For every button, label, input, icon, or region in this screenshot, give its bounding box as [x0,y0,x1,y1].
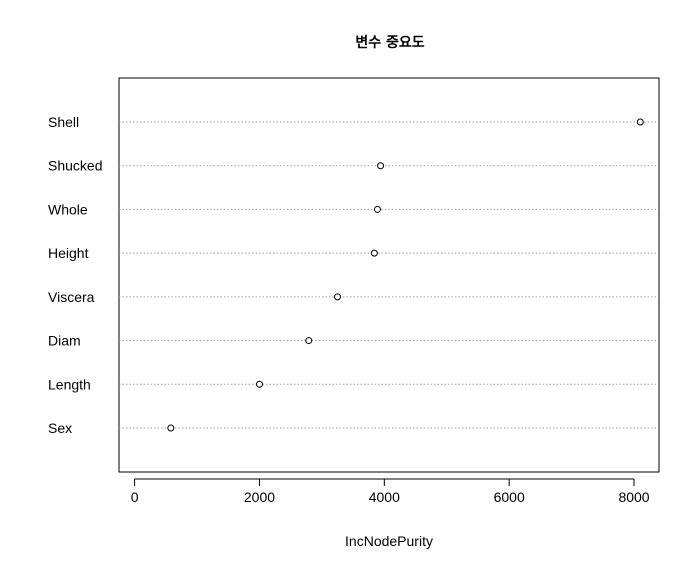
category-label: Viscera [48,289,95,305]
x-tick-label: 0 [131,489,139,505]
category-label: Length [48,376,91,392]
category-label: Sex [48,420,72,436]
data-point [370,249,378,257]
data-point [255,380,263,388]
x-axis-label: IncNodePurity [345,533,433,549]
guide-lines [119,121,659,429]
category-label: Diam [48,333,81,349]
x-tick-label: 4000 [369,489,400,505]
data-points [167,118,644,432]
chart-title: 변수 중요도 [355,35,424,51]
plot-frame [118,77,660,473]
category-label: Shell [48,114,79,130]
data-point [333,293,341,301]
data-point [305,337,313,345]
x-tick-label: 2000 [244,489,275,505]
x-axis: 0 2000 4000 6000 8000 [131,478,650,505]
data-point [373,205,381,213]
category-label: Height [48,245,89,261]
x-tick-label: 6000 [494,489,525,505]
x-tick-label: 8000 [618,489,649,505]
category-label: Whole [48,201,88,217]
data-point [636,118,644,126]
data-point [167,424,175,432]
category-label: Shucked [48,158,102,174]
data-point [377,162,385,170]
category-labels: Shell Shucked Whole Height Viscera Diam Length… [48,114,102,436]
